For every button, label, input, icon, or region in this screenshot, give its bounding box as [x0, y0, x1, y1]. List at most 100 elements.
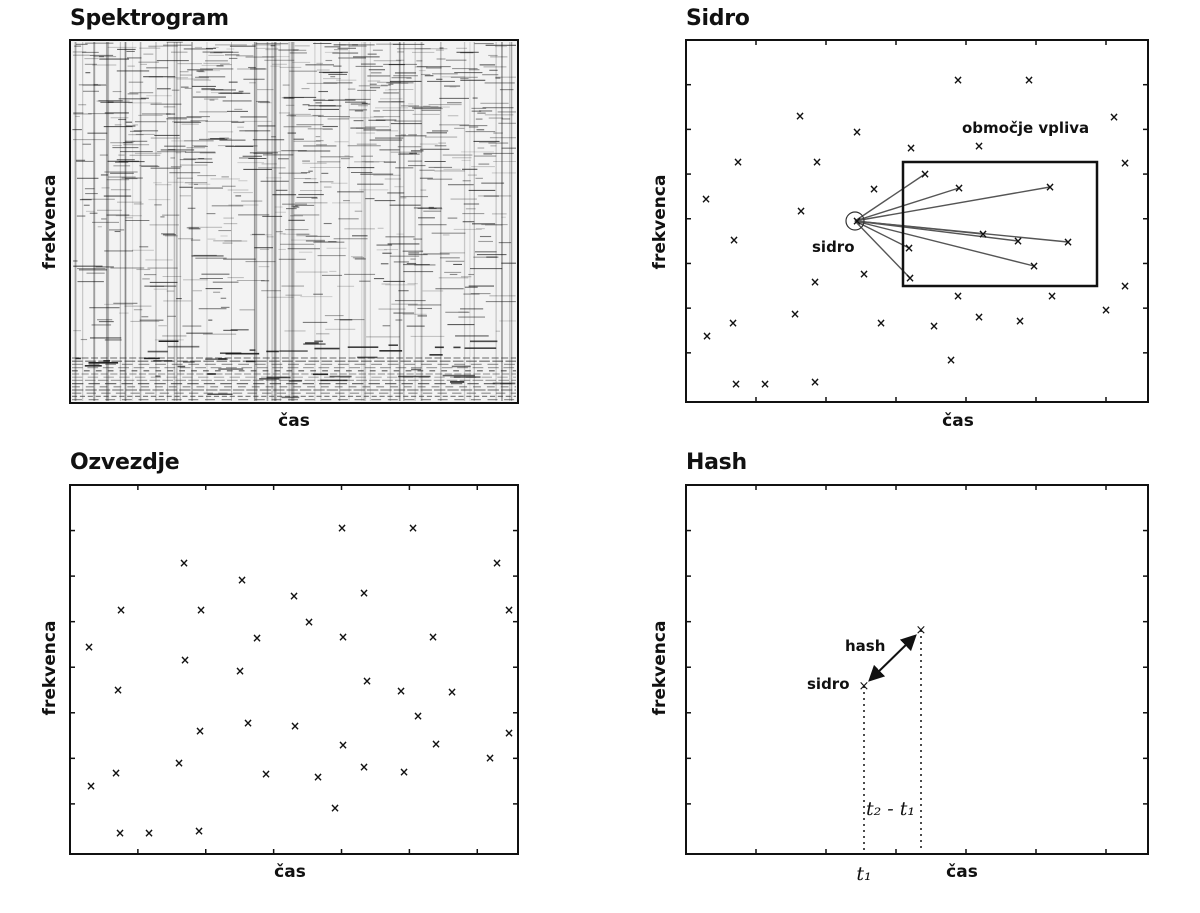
anchor-star-peak: × — [1120, 156, 1130, 170]
constellation-star-peak: × — [396, 684, 406, 698]
constellation-star-peak: × — [115, 826, 125, 840]
anchor-star-peak: × — [733, 155, 743, 169]
anchor-star-peak: × — [1120, 279, 1130, 293]
constellation-points: × × × × × × × × × × × × × × × × × × × × × × × × × × × × × × × × × × × × × × × × — [84, 521, 514, 840]
anchor-star-peak: × — [954, 181, 964, 195]
constellation-star-peak: × — [337, 521, 347, 535]
spectrogram-x-label: čas — [278, 411, 310, 431]
anchor-star-peak: × — [1015, 314, 1025, 328]
constellation-star-peak: × — [359, 760, 369, 774]
constellation-axes — [69, 484, 519, 855]
plot-frame — [69, 484, 519, 855]
anchor-link — [854, 187, 960, 222]
constellation-star-peak: × — [113, 683, 123, 697]
constellation-star-peak: × — [180, 653, 190, 667]
anchor-star-peak: × — [978, 227, 988, 241]
constellation-x-label: čas — [274, 862, 306, 882]
anchor-axes — [685, 39, 1149, 403]
t1-label: t₁ — [856, 863, 871, 885]
constellation-star-peak: × — [485, 751, 495, 765]
anchor-link — [854, 220, 1069, 243]
anchor-star-peak: × — [1101, 303, 1111, 317]
constellation-star-peak: × — [196, 603, 206, 617]
hash-anchor-marker: × — [859, 679, 870, 694]
constellation-star-peak: × — [408, 521, 418, 535]
constellation-star-peak: × — [289, 589, 299, 603]
hash-y-label: frekvenca — [650, 620, 670, 716]
constellation-star-peak: × — [243, 716, 253, 730]
anchor-link-lines — [854, 173, 1069, 279]
anchor-star-peak: × — [731, 377, 741, 391]
constellation-star-peak: × — [504, 726, 514, 740]
spectrogram-background — [70, 40, 518, 403]
anchor-y-label: frekvenca — [650, 174, 670, 270]
constellation-star-peak: × — [116, 603, 126, 617]
anchor-star-peak: × — [906, 141, 916, 155]
constellation-star-peak: × — [86, 779, 96, 793]
anchor-star-peak: × — [946, 353, 956, 367]
anchor-circle — [845, 211, 865, 231]
constellation-star-peak: × — [313, 770, 323, 784]
anchor-star-peak: × — [701, 192, 711, 206]
hash-target-marker: × — [916, 623, 927, 638]
anchor-star-peak: × — [1013, 234, 1023, 248]
constellation-star-peak: × — [338, 630, 348, 644]
constellation-star-peak: × — [195, 724, 205, 738]
anchor-link — [854, 220, 1019, 242]
anchor-star-peak: × — [810, 275, 820, 289]
anchor-star-peak: × — [795, 109, 805, 123]
constellation-star-peak: × — [338, 738, 348, 752]
constellation-y-label: frekvenca — [40, 620, 60, 716]
constellation-star-peak: × — [111, 766, 121, 780]
anchor-star-peak: × — [760, 377, 770, 391]
constellation-star-peak: × — [237, 573, 247, 587]
constellation-star-peak: × — [252, 631, 262, 645]
anchor-star-peak: × — [1109, 110, 1119, 124]
anchor-star-peak: × — [1047, 289, 1057, 303]
constellation-star-peak: × — [362, 674, 372, 688]
anchor-star-peak: × — [929, 319, 939, 333]
constellation-star-peak: × — [261, 767, 271, 781]
anchor-star-peak: × — [904, 241, 914, 255]
spectrogram-frame — [69, 39, 519, 404]
constellation-star-peak: × — [428, 630, 438, 644]
constellation-star-peak: × — [359, 586, 369, 600]
anchor-star-peak: × — [876, 316, 886, 330]
anchor-star-peak: × — [974, 310, 984, 324]
constellation-star-peak: × — [235, 664, 245, 678]
hash-x-label: čas — [946, 862, 978, 882]
anchor-star-peak: × — [1045, 180, 1055, 194]
plot-frame — [685, 39, 1149, 403]
spectrogram-title: Spektrogram — [70, 6, 229, 31]
anchor-star-peak: × — [905, 271, 915, 285]
hash-anchor-label: sidro — [807, 675, 850, 693]
anchor-star-peak: × — [810, 375, 820, 389]
anchor-star-peak: × — [1024, 73, 1034, 87]
constellation-star-peak: × — [492, 556, 502, 570]
hash-double-arrow — [868, 634, 917, 682]
anchor-star-peak: × — [974, 139, 984, 153]
hash-label: hash — [845, 637, 885, 655]
spectrogram-y-label: frekvenca — [40, 174, 60, 270]
anchor-star-peak: × — [812, 155, 822, 169]
constellation-star-peak: × — [179, 556, 189, 570]
anchor-panel-title: Sidro — [686, 6, 750, 31]
anchor-link — [854, 173, 926, 222]
anchor-star-peak: × — [953, 73, 963, 87]
constellation-star-peak: × — [399, 765, 409, 779]
constellation-star-peak: × — [447, 685, 457, 699]
constellation-star-peak: × — [290, 719, 300, 733]
anchor-link — [854, 220, 1035, 267]
anchor-link — [854, 220, 911, 279]
constellation-title: Ozvezdje — [70, 450, 180, 475]
constellation-star-peak: × — [304, 615, 314, 629]
anchor-star-peak: × — [1029, 259, 1039, 273]
anchor-star-peak: × — [852, 214, 862, 228]
constellation-star-peak: × — [431, 737, 441, 751]
anchor-label: sidro — [812, 238, 855, 256]
plot-frame — [685, 484, 1149, 855]
constellation-star-peak: × — [330, 801, 340, 815]
